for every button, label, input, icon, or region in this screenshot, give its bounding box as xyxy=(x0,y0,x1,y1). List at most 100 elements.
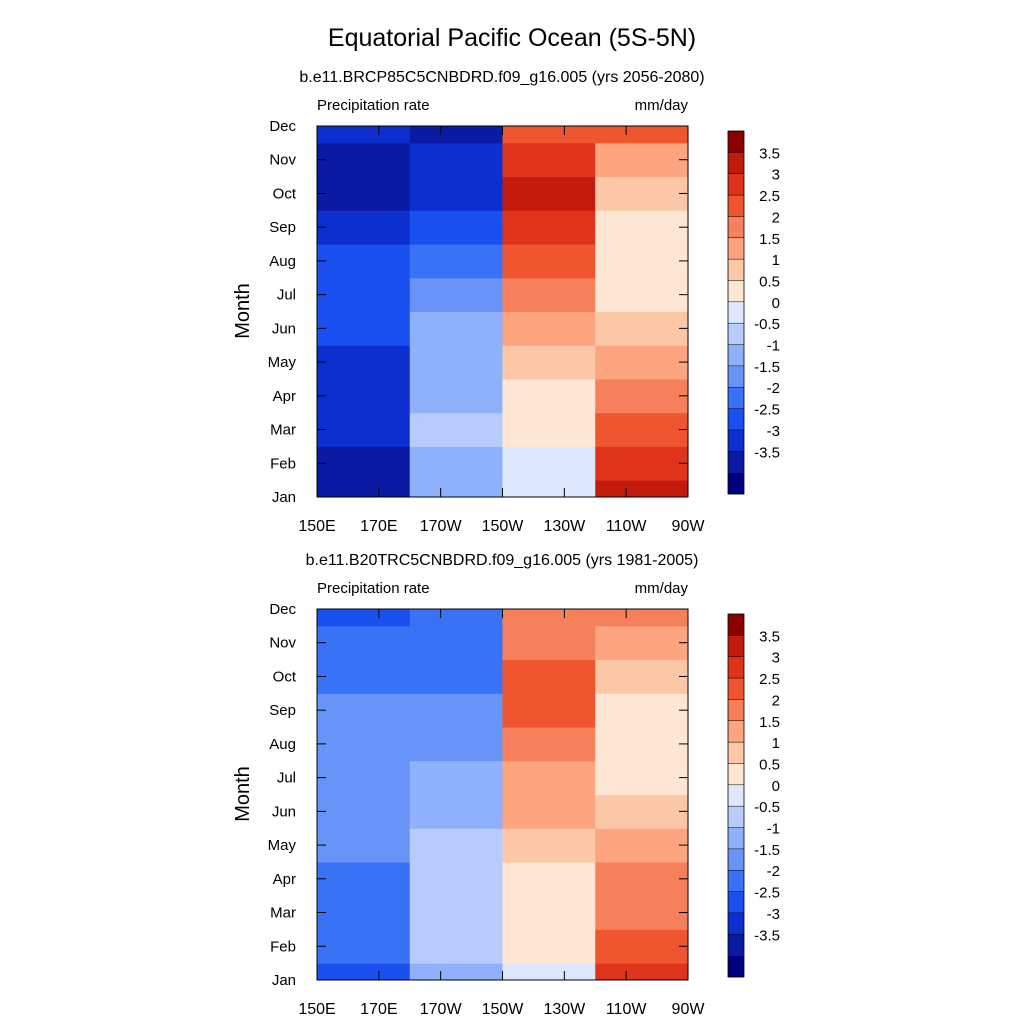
colorbar-swatch xyxy=(728,934,744,956)
colorbar-label: -2 xyxy=(767,380,780,397)
heatmap-cell xyxy=(502,126,596,144)
colorbar-swatch xyxy=(728,451,744,473)
heatmap-cell xyxy=(317,480,411,497)
colorbar-swatch xyxy=(728,827,744,850)
heatmap-cell xyxy=(595,895,688,930)
heatmap-bands xyxy=(317,609,688,980)
heatmap-cell xyxy=(409,625,503,661)
colorbar-label: -3.5 xyxy=(754,444,780,461)
y-tick-label: Jan xyxy=(272,972,296,989)
heatmap-cell xyxy=(317,693,411,728)
heatmap-cell xyxy=(502,176,596,211)
colorbar-swatch xyxy=(728,429,744,452)
colorbar-swatch xyxy=(728,173,744,196)
heatmap-cell xyxy=(409,412,503,447)
colorbar-swatch xyxy=(728,955,744,978)
heatmap-cell xyxy=(409,126,503,144)
colorbar-label: -2.5 xyxy=(754,885,780,902)
panel-top: b.e11.BRCP85C5CNBDRD.f09_g16.005 (yrs 20… xyxy=(232,69,780,535)
heatmap-cell xyxy=(409,727,503,762)
heatmap-cell xyxy=(595,277,688,312)
colorbar-swatch xyxy=(728,678,744,700)
colorbar-label: 3 xyxy=(772,167,780,184)
colorbar-label: -2 xyxy=(767,863,780,880)
heatmap-cell xyxy=(409,760,503,795)
heatmap-cell xyxy=(317,378,411,414)
y-tick-label: Dec xyxy=(269,118,296,135)
units-label: mm/day xyxy=(635,580,689,597)
heatmap-cell xyxy=(502,480,596,497)
heatmap-cell xyxy=(502,625,596,661)
heatmap-cell xyxy=(409,861,503,897)
colorbar-swatch xyxy=(728,656,744,679)
heatmap-cell xyxy=(502,659,596,694)
colorbar-swatch xyxy=(728,635,744,658)
colorbar-label: 2.5 xyxy=(759,188,780,205)
heatmap-cell xyxy=(502,446,596,481)
colorbar-label: -1 xyxy=(767,821,780,838)
colorbar-swatch xyxy=(728,848,744,871)
colorbar-swatch xyxy=(728,259,744,281)
colorbar-swatch xyxy=(728,806,744,828)
heatmap-cell xyxy=(595,963,688,980)
x-tick-label: 110W xyxy=(606,518,648,535)
y-tick-label: May xyxy=(268,837,297,854)
heatmap-cell xyxy=(317,345,411,380)
panel-title: b.e11.BRCP85C5CNBDRD.f09_g16.005 (yrs 20… xyxy=(299,69,704,86)
colorbar-label: 0.5 xyxy=(759,273,780,290)
heatmap-bands xyxy=(317,126,688,497)
variable-label: Precipitation rate xyxy=(317,580,430,597)
y-tick-label: Aug xyxy=(269,253,296,270)
heatmap-cell xyxy=(595,244,688,279)
heatmap-cell xyxy=(502,142,596,178)
heatmap-cell xyxy=(595,446,688,481)
x-tick-label: 150E xyxy=(298,518,335,535)
colorbar-label: 1.5 xyxy=(759,714,780,731)
heatmap-cell xyxy=(595,609,688,627)
x-tick-label: 150W xyxy=(482,1001,525,1018)
y-tick-label: May xyxy=(268,354,297,371)
colorbar: 3.5 3 2.5 2 1.5 1 0.5 0 -0.5 -1 -1.5 -2 -2.5 -3 -3.5 xyxy=(727,613,780,978)
colorbar-swatch xyxy=(728,216,744,239)
colorbar-frame xyxy=(727,613,745,978)
colorbar-label: 2 xyxy=(772,209,780,226)
heatmap-cell xyxy=(502,727,596,762)
heatmap-cell xyxy=(409,244,503,279)
heatmap-cell xyxy=(595,176,688,211)
y-axis-label: Month xyxy=(232,283,254,339)
heatmap-cell xyxy=(317,861,411,897)
heatmap-cell xyxy=(595,126,688,144)
heatmap-cell xyxy=(409,693,503,728)
heatmap-cell xyxy=(595,828,688,863)
heatmap-cell xyxy=(502,895,596,930)
y-tick-label: Jul xyxy=(277,287,296,304)
colorbar-swatch xyxy=(728,784,744,807)
heatmap-cell xyxy=(409,277,503,312)
heatmap-cell xyxy=(317,126,411,144)
heatmap-cell xyxy=(409,609,503,627)
heatmap-cell xyxy=(317,176,411,211)
colorbar-swatch xyxy=(728,152,744,175)
heatmap-cell xyxy=(502,929,596,964)
x-tick-label: 130W xyxy=(543,1001,586,1018)
heatmap-cell xyxy=(502,861,596,897)
heatmap-cell xyxy=(409,963,503,980)
panel-title: b.e11.B20TRC5CNBDRD.f09_g16.005 (yrs 198… xyxy=(306,552,699,569)
heatmap-cell xyxy=(317,210,411,245)
heatmap-cell xyxy=(595,693,688,728)
colorbar-swatch xyxy=(728,280,744,303)
heatmap-cell xyxy=(595,625,688,661)
heatmap-cell xyxy=(409,378,503,414)
colorbar-swatch xyxy=(728,387,744,409)
heatmap-cell xyxy=(502,378,596,414)
colorbar-swatch xyxy=(728,472,744,495)
panel-bottom: b.e11.B20TRC5CNBDRD.f09_g16.005 (yrs 198… xyxy=(232,552,780,1018)
colorbar-label: -1.5 xyxy=(754,842,780,859)
colorbar-swatch xyxy=(728,365,744,388)
heatmap-cell xyxy=(409,176,503,211)
heatmap-cell xyxy=(317,446,411,481)
colorbar-label: 2 xyxy=(772,692,780,709)
axis-ticks: Jan Feb Mar Apr May Jun Jul Aug Sep Oct Nov Dec 150E… xyxy=(268,118,706,535)
heatmap-cell xyxy=(502,963,596,980)
heatmap-cell xyxy=(409,210,503,245)
